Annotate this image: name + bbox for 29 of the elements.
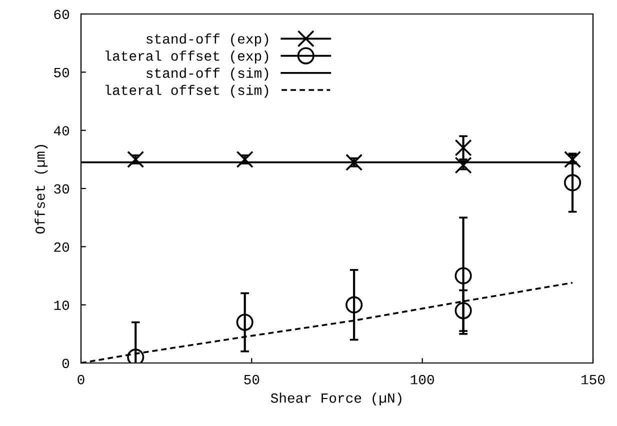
- legend-label: lateral offset (sim): [106, 84, 268, 98]
- point: [127, 150, 144, 168]
- x-tick-label: 100: [410, 374, 434, 384]
- point: [564, 174, 582, 192]
- point: [127, 348, 144, 363]
- y-tick-label: 30: [54, 184, 70, 194]
- point: [454, 302, 472, 320]
- legend-label: stand-off (exp): [146, 33, 268, 46]
- y-tick-label: 50: [54, 68, 70, 78]
- y-tick-label: 10: [54, 300, 70, 310]
- x-tick-label: 150: [582, 374, 605, 384]
- point: [454, 267, 472, 284]
- y-tick-label: 60: [54, 10, 70, 20]
- x-tick-label: 0: [78, 374, 84, 384]
- point: [346, 154, 363, 171]
- legend-label: stand-off (sim): [146, 68, 268, 81]
- point: [346, 296, 363, 314]
- point: [564, 150, 582, 168]
- x-tick-label: 50: [244, 374, 260, 384]
- point: [236, 150, 254, 168]
- y-axis-title: Offset (µm): [34, 144, 48, 234]
- y-tick-label: 40: [54, 126, 70, 136]
- point: [236, 314, 254, 331]
- point: [454, 139, 472, 156]
- y-tick-label: 0: [62, 358, 70, 368]
- legend-label: lateral offset (exp): [106, 50, 268, 64]
- x-axis-title: Shear Force (µN): [270, 392, 402, 406]
- point: [454, 156, 472, 174]
- y-tick-label: 20: [54, 242, 70, 252]
